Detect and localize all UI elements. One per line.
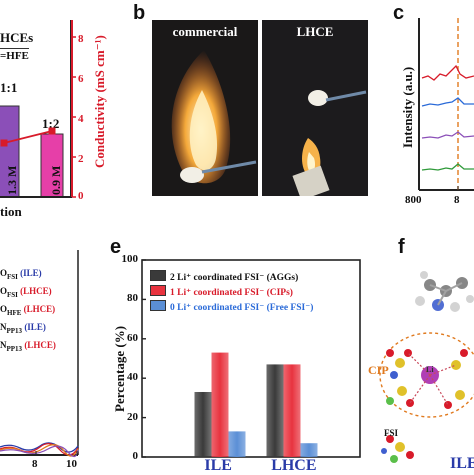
photo-lhce: LHCE — [262, 20, 368, 196]
tick: 0 — [78, 190, 84, 202]
conductivity-point — [48, 127, 56, 135]
panel-e-bar — [211, 352, 229, 457]
panel-e-bar — [300, 443, 318, 457]
legend-label: 0 Li⁺ coordinated FSI⁻ (Free FSI⁻) — [170, 303, 314, 313]
panel-d-legend-item: NPP13 (LHCE) — [0, 340, 56, 353]
panel-e-legend-item: 0 Li⁺ coordinated FSI⁻ (Free FSI⁻) — [150, 300, 313, 315]
panel-c-xtick-1: 800 — [405, 194, 422, 206]
photo-lhce-label: LHCE — [296, 24, 334, 39]
tick: 4 — [78, 113, 84, 125]
panel-c-letter: c — [393, 2, 405, 24]
legend-atom: O — [0, 304, 8, 314]
panel-d-xtick-1: 8 — [32, 458, 38, 470]
legend-label: 1 Li⁺ coordinated FSI⁻ (CIPs) — [170, 288, 293, 298]
panel-e-legend-item: 2 Li⁺ coordinated FSI⁻ (AGGs) — [150, 270, 313, 285]
panel-a-legend-line1: HCEs — [0, 30, 34, 45]
panel-e-axes-frame — [141, 259, 361, 458]
flame-commercial-illustration — [171, 50, 257, 184]
panel-a-ratio-2: 1:2 — [42, 116, 60, 131]
panel-e-letter: e — [110, 236, 122, 258]
panel-a-plot — [0, 20, 76, 198]
legend-subscript: FSI — [7, 290, 18, 299]
legend-subscript: PP13 — [6, 344, 23, 353]
tick: 2 — [78, 153, 84, 165]
legend-label: 2 Li⁺ coordinated FSI⁻ (AGGs) — [170, 273, 299, 283]
legend-tag: (LHCE) — [22, 340, 56, 350]
panel-e-ytick-label: 60 — [127, 331, 138, 344]
legend-atom: N — [0, 322, 7, 332]
panel-e-bar — [194, 391, 212, 457]
legend-subscript: PP13 — [6, 326, 23, 335]
panel-f-li-label: Li — [426, 365, 434, 374]
legend-atom: O — [0, 268, 8, 278]
legend-atom: N — [0, 340, 7, 350]
spectrum-blue — [421, 97, 474, 107]
panel-d-plot — [0, 250, 79, 458]
legend-swatch — [150, 270, 166, 281]
panel-e-category-label: ILE — [204, 457, 232, 474]
legend-swatch — [150, 300, 166, 311]
panel-d-legend-item: NPP13 (ILE) — [0, 322, 46, 335]
spectrum-green — [421, 163, 474, 171]
photo-commercial-label: commercial — [172, 24, 238, 39]
panel-b-letter: b — [133, 2, 146, 24]
spectrum-red — [421, 64, 474, 81]
panel-d-legend-item: OFSI (ILE) — [0, 268, 42, 281]
panel-f-letter: f — [398, 236, 405, 258]
panel-e-ytick-label: 80 — [127, 292, 138, 305]
panel-a-ratio-1: 1:1 — [0, 80, 18, 95]
conductivity-point — [0, 139, 8, 147]
panel-e-ytick-label: 20 — [127, 410, 138, 423]
panel-f-cip-label: CIP — [368, 363, 389, 377]
panel-e-category-label: LHCE — [271, 457, 317, 474]
legend-atom: O — [0, 286, 8, 296]
legend-tag: (ILE) — [22, 322, 46, 332]
panel-d-xtick-2: 10 — [66, 458, 77, 470]
panel-e-ytick-label: 0 — [132, 450, 139, 462]
photo-commercial: commercial — [152, 20, 258, 196]
panel-a-xlabel: tion — [0, 204, 22, 219]
panel-f-fsi-label: FSI — [384, 428, 399, 438]
panel-d-legend-item: OHFE (LHCE) — [0, 304, 55, 317]
panel-c-plot — [418, 18, 474, 191]
legend-tag: (LHCE) — [21, 304, 56, 314]
panel-e-ytick-label: 40 — [127, 371, 138, 384]
panel-e-legend: 2 Li⁺ coordinated FSI⁻ (AGGs) 1 Li⁺ coord… — [150, 270, 313, 315]
conductivity-line — [3, 130, 53, 144]
panel-a-legend-line2: =HFE — [0, 48, 29, 62]
legend-tag: (LHCE) — [17, 286, 52, 296]
spectrum-purple — [421, 131, 474, 139]
panel-c-xtick-2: 8 — [454, 194, 460, 206]
panel-f-structure-illustration — [379, 271, 474, 463]
legend-subscript: FSI — [7, 272, 18, 281]
flame-lhce-illustration — [292, 90, 367, 196]
tick: 8 — [78, 33, 84, 45]
tick: 6 — [78, 73, 84, 85]
legend-subscript: HFE — [7, 308, 22, 317]
panel-e-bar — [228, 431, 246, 457]
panel-e-legend-item: 1 Li⁺ coordinated FSI⁻ (CIPs) — [150, 285, 313, 300]
panel-e-ytick-label: 100 — [121, 253, 139, 265]
legend-tag: (ILE) — [17, 268, 42, 278]
pp13-cation — [415, 271, 474, 312]
legend-swatch — [150, 285, 166, 296]
panel-d-legend-item: OFSI (LHCE) — [0, 286, 52, 299]
panel-f-ile-label: ILE — [450, 455, 474, 472]
panel-e-bar — [266, 364, 284, 457]
panel-e-bar — [283, 364, 301, 457]
